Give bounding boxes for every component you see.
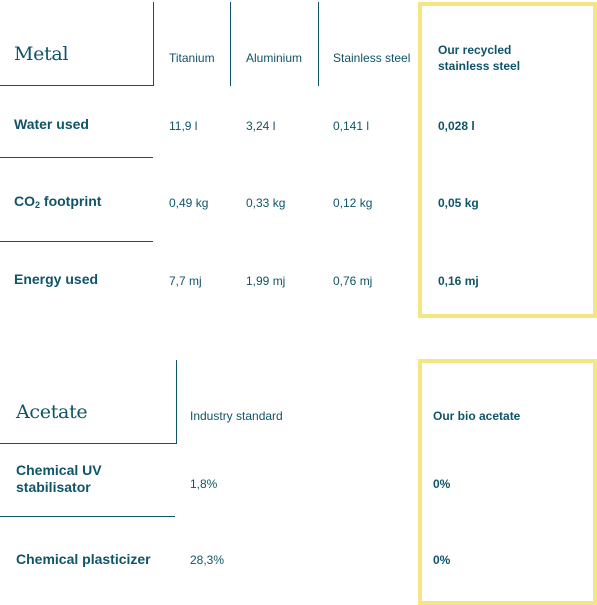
column-header-stainless-steel: Stainless steel	[333, 51, 411, 65]
cell-uv-bio-acetate: 0%	[433, 477, 451, 491]
row-label-chemical-plasticizer: Chemical plasticizer	[16, 551, 151, 567]
row-divider	[0, 443, 176, 444]
cell-plasticizer-bio-acetate: 0%	[433, 553, 451, 567]
column-divider	[176, 360, 177, 444]
co2-label-subscript: 2	[35, 200, 41, 210]
co2-label-rest: footprint	[40, 193, 102, 209]
cell-water-recycled-steel: 0,028 l	[438, 119, 475, 133]
row-label-co2-footprint: CO2 footprint	[14, 193, 101, 210]
row-divider	[0, 85, 153, 86]
cell-plasticizer-industry-standard: 28,3%	[190, 553, 225, 567]
row-label-energy-used: Energy used	[14, 271, 99, 287]
row-label-water-used: Water used	[14, 116, 89, 132]
cell-co2-stainless-steel: 0,12 kg	[333, 196, 373, 210]
column-divider	[318, 2, 319, 86]
column-header-bio-acetate: Our bio acetate	[433, 409, 521, 423]
row-divider	[0, 157, 153, 158]
cell-water-titanium: 11,9 l	[169, 119, 198, 133]
cell-co2-aluminium: 0,33 kg	[246, 196, 286, 210]
cell-energy-titanium: 7,7 mj	[169, 274, 202, 288]
column-divider	[230, 2, 231, 86]
cell-energy-aluminium: 1,99 mj	[246, 274, 286, 288]
column-header-aluminium: Aluminium	[246, 51, 303, 65]
co2-label-main: CO	[14, 193, 35, 209]
section-title-metal: Metal	[14, 43, 69, 65]
row-divider	[0, 516, 175, 517]
cell-water-stainless-steel: 0,141 l	[333, 119, 370, 133]
highlight-column-bio-acetate	[418, 359, 597, 605]
cell-energy-stainless-steel: 0,76 mj	[333, 274, 373, 288]
section-title-acetate: Acetate	[16, 401, 88, 423]
column-header-titanium: Titanium	[169, 51, 215, 65]
cell-uv-industry-standard: 1,8%	[190, 477, 218, 491]
row-label-chemical-uv-stabilisator: Chemical UV stabilisator	[16, 462, 102, 495]
cell-water-aluminium: 3,24 l	[246, 119, 276, 133]
column-divider	[153, 2, 154, 86]
cell-co2-recycled-steel: 0,05 kg	[438, 196, 479, 210]
cell-co2-titanium: 0,49 kg	[169, 196, 209, 210]
highlight-column-recycled-steel	[418, 2, 597, 318]
column-header-industry-standard: Industry standard	[190, 409, 283, 423]
row-divider	[0, 241, 153, 242]
column-header-recycled-stainless-steel: Our recycled stainless steel	[438, 43, 521, 73]
cell-energy-recycled-steel: 0,16 mj	[438, 274, 479, 288]
